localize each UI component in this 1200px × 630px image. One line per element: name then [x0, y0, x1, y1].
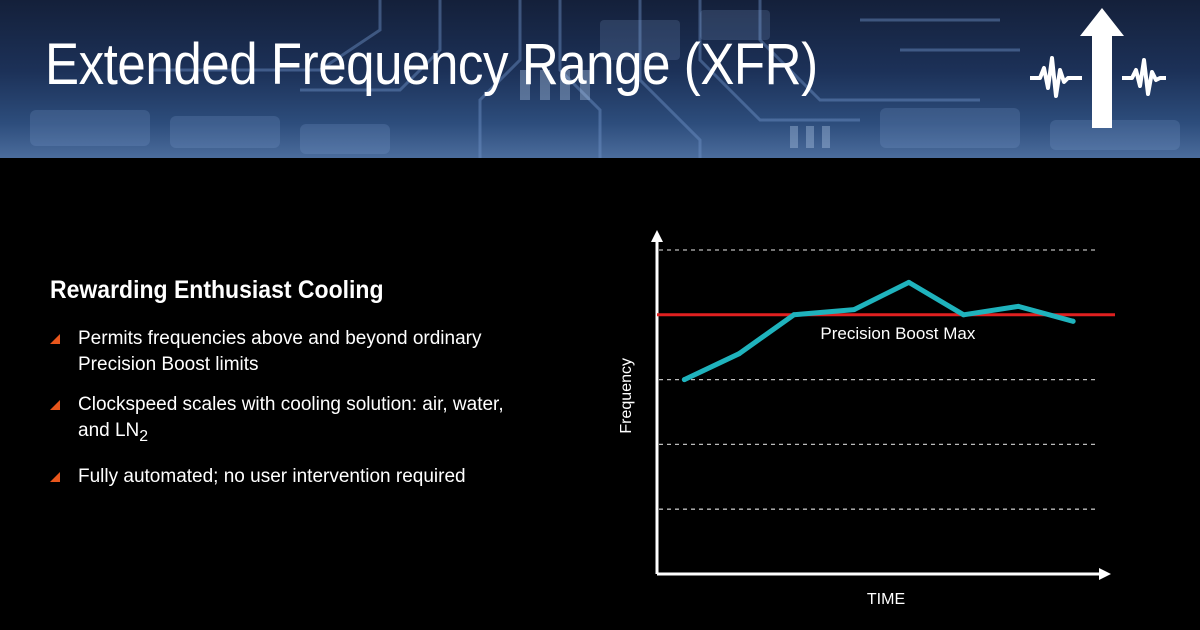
- triangle-bullet-icon: [50, 400, 60, 410]
- header-banner: Extended Frequency Range (XFR): [0, 0, 1200, 158]
- series-line: [681, 279, 1076, 383]
- triangle-bullet-icon: [50, 334, 60, 344]
- bullet-item: Fully automated; no user intervention re…: [50, 464, 520, 490]
- section-heading: Rewarding Enthusiast Cooling: [50, 276, 384, 304]
- data-point: [736, 351, 742, 357]
- y-axis-arrow: [651, 230, 663, 242]
- data-point: [1070, 318, 1076, 324]
- bullet-subscript: 2: [139, 427, 149, 445]
- grid: [659, 249, 1097, 510]
- circuit-board-background: [30, 0, 1180, 158]
- bullet-text: Permits frequencies above and beyond ord…: [78, 328, 482, 375]
- data-point: [906, 279, 912, 285]
- bullet-item: Clockspeed scales with cooling solution:…: [50, 392, 520, 450]
- data-point: [1015, 303, 1021, 309]
- data-point: [791, 312, 797, 318]
- data-point: [681, 377, 687, 383]
- reference-line-label: Precision Boost Max: [820, 324, 975, 343]
- series: [681, 279, 1076, 383]
- data-point: [961, 312, 967, 318]
- xfr-waveform-arrow-icon: [1030, 8, 1166, 128]
- bullet-item: Permits frequencies above and beyond ord…: [50, 326, 520, 378]
- x-axis-arrow: [1099, 568, 1111, 580]
- bullet-text: Clockspeed scales with cooling solution:…: [78, 394, 504, 441]
- data-point: [851, 307, 857, 313]
- page-title: Extended Frequency Range (XFR): [45, 32, 818, 97]
- bullet-list: Permits frequencies above and beyond ord…: [50, 326, 520, 504]
- triangle-bullet-icon: [50, 471, 60, 482]
- bullet-text: Fully automated; no user intervention re…: [78, 465, 466, 487]
- x-axis-label: TIME: [867, 591, 905, 608]
- y-axis-label: Frequency: [618, 358, 635, 434]
- frequency-chart: Precision Boost Max TIME Frequency: [618, 230, 1115, 608]
